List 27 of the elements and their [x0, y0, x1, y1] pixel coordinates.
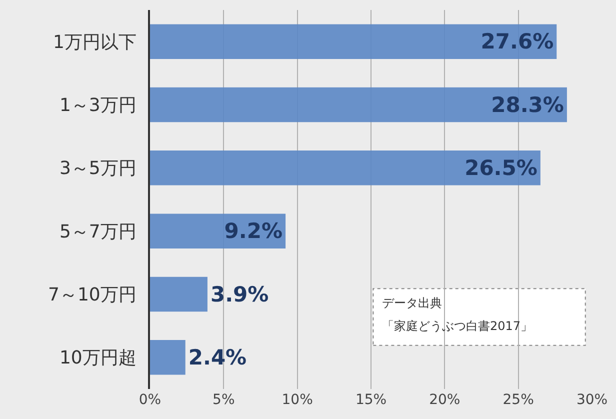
- data-label: 26.5%: [464, 156, 538, 180]
- y-tick-label: 10万円超: [59, 348, 136, 369]
- x-tick-label: 10%: [282, 392, 313, 408]
- y-tick-label: 3～5万円: [59, 158, 136, 180]
- data-label: 27.6%: [480, 30, 554, 54]
- bar: [150, 150, 540, 186]
- y-tick-label: 5～7万円: [59, 221, 136, 242]
- data-label: 2.4%: [188, 345, 247, 370]
- annotation: データ出典: [382, 296, 442, 310]
- data-label: 28.3%: [491, 92, 564, 117]
- bar: [150, 214, 286, 248]
- bar: [150, 24, 557, 59]
- x-tick-label: 20%: [429, 392, 460, 408]
- y-tick-label: 1～3万円: [59, 95, 136, 116]
- x-tick-label: 25%: [502, 392, 534, 408]
- data-label: 3.9%: [210, 282, 269, 306]
- x-tick-label: 0%: [138, 392, 162, 408]
- y-tick-label: 7～10万円: [48, 284, 136, 306]
- data-label: 9.2%: [224, 219, 283, 244]
- annotation: 「家庭どうぶつ白書2017」: [382, 319, 533, 333]
- x-tick-label: 30%: [576, 392, 608, 408]
- x-tick-label: 5%: [212, 392, 235, 408]
- y-tick-label: 1万円以下: [52, 32, 136, 53]
- bar: [150, 340, 186, 375]
- bar: [150, 87, 567, 122]
- x-tick-label: 15%: [355, 392, 387, 408]
- bar: [150, 276, 208, 312]
